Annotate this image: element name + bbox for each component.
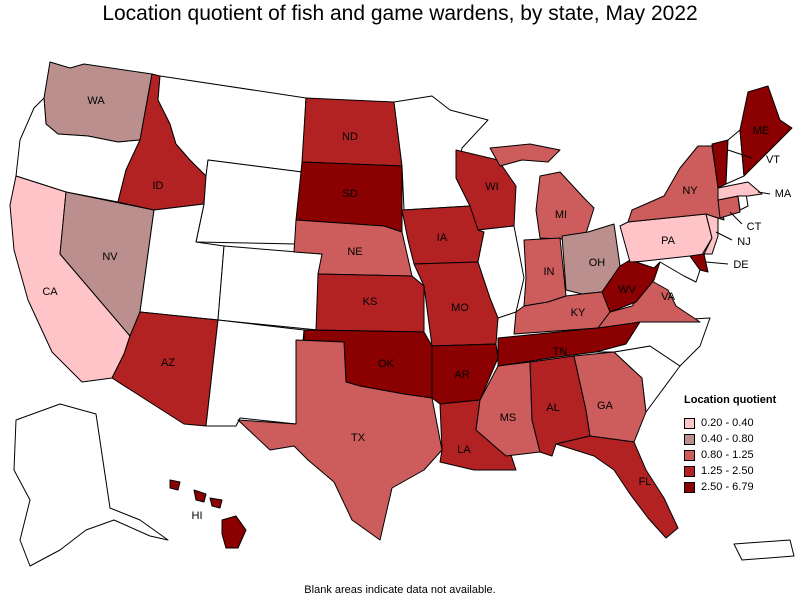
legend-swatch xyxy=(684,481,695,493)
legend-item: 2.50 - 6.79 xyxy=(684,479,794,495)
legend-label: 0.20 - 0.40 xyxy=(701,417,754,429)
label-MS: MS xyxy=(500,412,517,424)
state-HI[interactable] xyxy=(221,515,247,549)
label-KS: KS xyxy=(363,296,378,308)
state-AK[interactable] xyxy=(13,403,169,567)
legend-label: 0.80 - 1.25 xyxy=(701,449,754,461)
callout-MA xyxy=(757,191,771,195)
label-MI: MI xyxy=(555,209,567,221)
state-KS[interactable] xyxy=(315,273,425,333)
label-MO: MO xyxy=(451,302,469,314)
label-OK: OK xyxy=(378,358,395,370)
label-ND: ND xyxy=(342,131,358,143)
label-GA: GA xyxy=(597,400,614,412)
state-MA[interactable] xyxy=(717,181,763,201)
state-NC[interactable] xyxy=(595,317,711,367)
label-IN: IN xyxy=(544,266,555,278)
callout-DE xyxy=(705,261,729,265)
label-AZ: AZ xyxy=(161,357,175,369)
label-NJ: NJ xyxy=(737,236,750,248)
legend: Location quotient 0.20 - 0.40 0.40 - 0.80… xyxy=(684,394,794,495)
state-HI-2[interactable] xyxy=(193,489,207,503)
label-WV: WV xyxy=(618,284,636,296)
state-NM[interactable] xyxy=(205,319,305,427)
legend-title: Location quotient xyxy=(684,394,777,406)
label-AL: AL xyxy=(546,402,559,414)
label-AR: AR xyxy=(454,369,469,381)
legend-label: 0.40 - 0.80 xyxy=(701,433,754,445)
label-WI: WI xyxy=(485,181,498,193)
label-WA: WA xyxy=(87,95,105,107)
label-OH: OH xyxy=(589,257,606,269)
legend-item: 0.20 - 0.40 xyxy=(684,415,794,431)
state-FL[interactable] xyxy=(555,435,679,539)
label-NE: NE xyxy=(347,246,362,258)
callout-VT xyxy=(727,149,753,159)
legend-swatch xyxy=(684,417,695,429)
legend-swatch xyxy=(684,433,695,445)
label-VA: VA xyxy=(661,291,676,303)
label-CA: CA xyxy=(42,286,58,298)
label-NY: NY xyxy=(682,185,698,197)
label-TX: TX xyxy=(351,432,366,444)
label-SD: SD xyxy=(342,188,357,200)
state-PR[interactable] xyxy=(733,539,795,561)
label-KY: KY xyxy=(571,307,586,319)
state-ME[interactable] xyxy=(739,85,793,177)
state-MI-lower[interactable] xyxy=(535,171,595,241)
label-DE: DE xyxy=(733,259,748,271)
callout-NJ xyxy=(715,231,733,241)
label-VT: VT xyxy=(766,154,780,166)
state-IL[interactable] xyxy=(477,225,525,319)
map-title: Location quotient of fish and game warde… xyxy=(102,2,698,25)
state-TX[interactable] xyxy=(237,339,443,541)
legend-swatch xyxy=(684,449,695,461)
label-MA: MA xyxy=(775,188,792,200)
state-VA[interactable] xyxy=(597,279,701,329)
legend-item: 0.40 - 0.80 xyxy=(684,431,794,447)
state-WY[interactable] xyxy=(195,159,303,245)
label-IA: IA xyxy=(437,232,448,244)
label-PA: PA xyxy=(661,235,676,247)
legend-item: 0.80 - 1.25 xyxy=(684,447,794,463)
legend-label: 1.25 - 2.50 xyxy=(701,465,754,477)
legend-item: 1.25 - 2.50 xyxy=(684,463,794,479)
label-HI: HI xyxy=(192,510,203,522)
label-TN: TN xyxy=(553,346,568,358)
label-FL: FL xyxy=(639,476,652,488)
state-MI[interactable] xyxy=(489,143,561,167)
callout-CT xyxy=(729,211,743,225)
state-HI-3[interactable] xyxy=(209,497,223,509)
state-DE[interactable] xyxy=(689,253,709,273)
legend-label: 2.50 - 6.79 xyxy=(701,481,754,493)
state-CO[interactable] xyxy=(217,245,323,331)
state-NY[interactable] xyxy=(627,145,725,223)
label-ME: ME xyxy=(753,125,770,137)
legend-swatch xyxy=(684,465,695,477)
footnote: Blank areas indicate data not available. xyxy=(304,584,496,596)
label-CT: CT xyxy=(747,221,762,233)
state-KY[interactable] xyxy=(513,291,611,335)
label-LA: LA xyxy=(457,444,471,456)
label-NV: NV xyxy=(102,251,118,263)
label-ID: ID xyxy=(153,180,164,192)
state-HI-4[interactable] xyxy=(169,479,181,491)
